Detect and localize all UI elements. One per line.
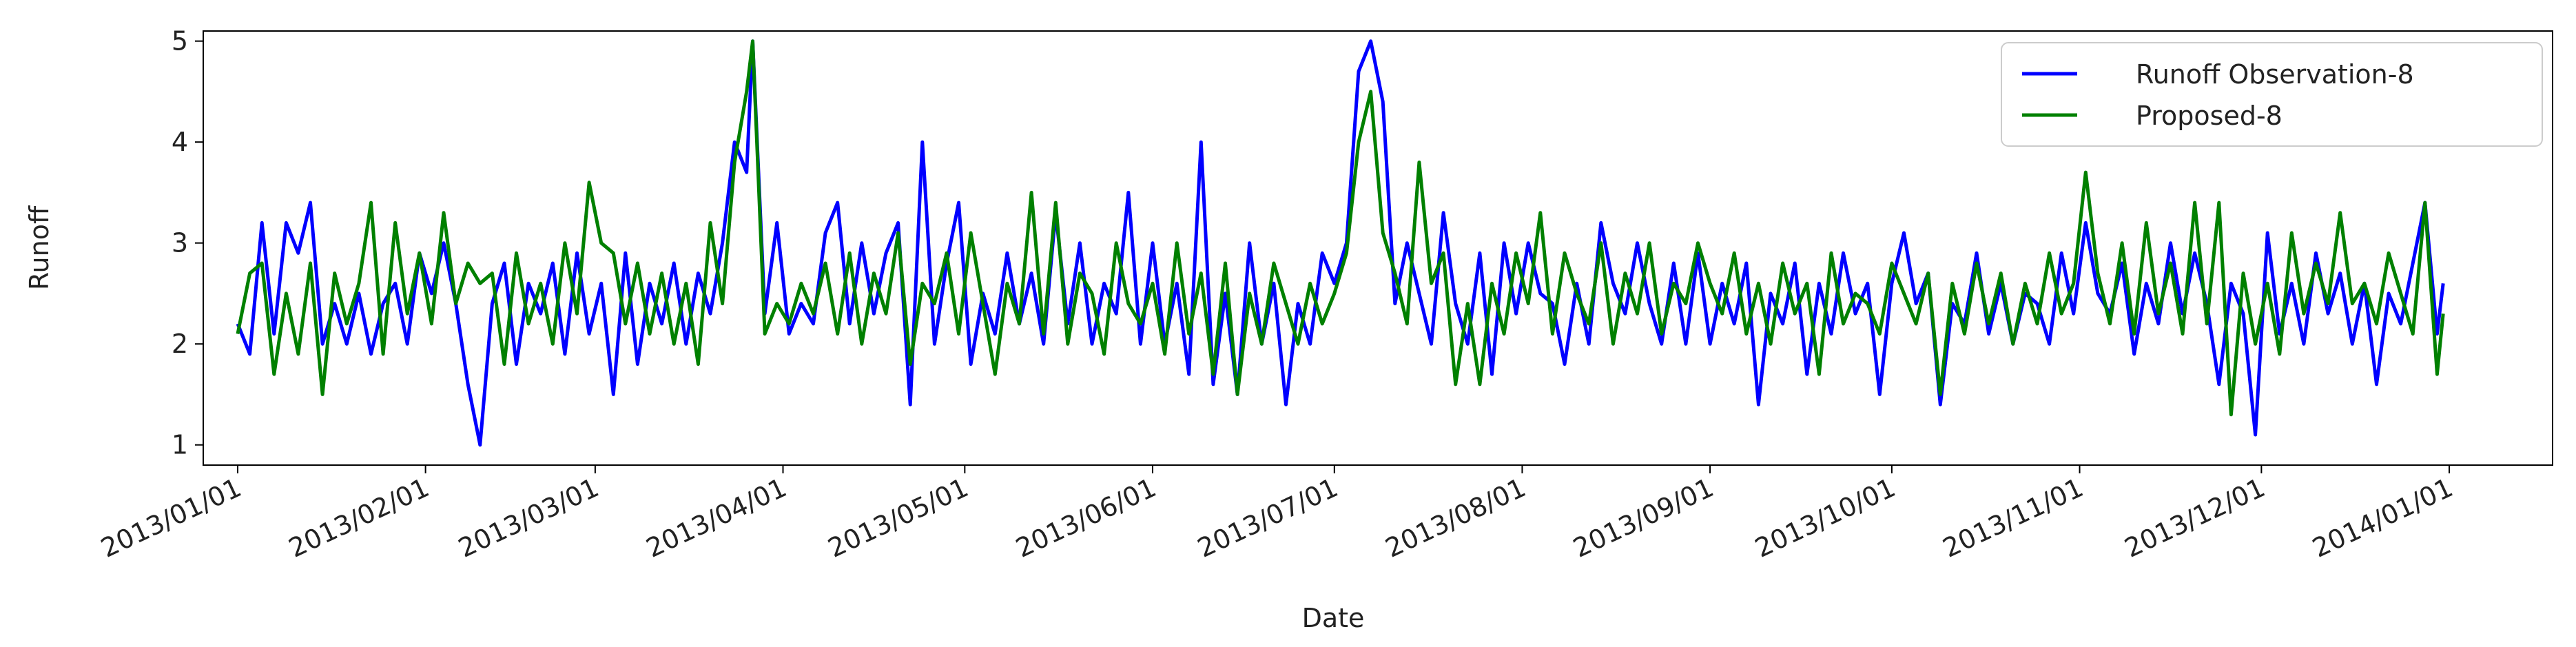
y-tick-label: 2 (172, 329, 188, 359)
legend-label-observation: Runoff Observation-8 (2136, 59, 2414, 90)
y-tick-label: 4 (172, 127, 188, 157)
series-line-proposed (236, 39, 2445, 417)
y-axis: 1 2 3 4 5 (172, 26, 203, 460)
plot-frame (203, 30, 2553, 466)
legend: Runoff Observation-8 Proposed-8 (2001, 42, 2543, 147)
legend-label-proposed: Proposed-8 (2136, 101, 2283, 131)
legend-box (2001, 42, 2543, 147)
plot-lines (236, 39, 2445, 447)
series-line-observation (236, 39, 2445, 447)
y-axis-title: Runoff (24, 205, 54, 290)
y-tick-label: 5 (172, 26, 188, 57)
x-axis-title: Date (1302, 603, 1365, 633)
y-tick-label: 3 (172, 228, 188, 258)
y-tick-label: 1 (172, 430, 188, 460)
